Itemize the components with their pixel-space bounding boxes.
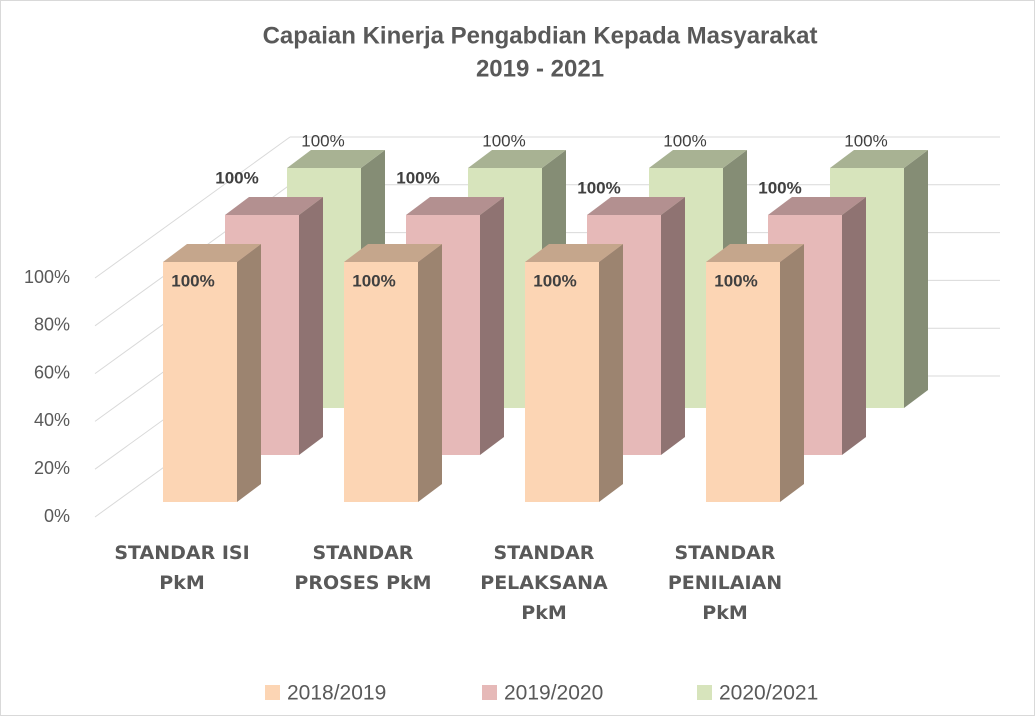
- bar: [344, 262, 418, 502]
- bar-side: [842, 197, 866, 455]
- bar-side: [780, 244, 804, 502]
- data-label: 100%: [482, 131, 525, 150]
- bar-side: [237, 244, 261, 502]
- bar-top: [287, 150, 385, 168]
- data-label: 100%: [758, 178, 801, 197]
- data-label: 100%: [396, 168, 439, 187]
- bar-side: [661, 197, 685, 455]
- legend-label: 2018/2019: [287, 682, 386, 705]
- x-tick-label: STANDAR ISI PkM: [114, 542, 250, 594]
- data-label: 100%: [171, 271, 214, 290]
- bar-top: [706, 244, 804, 262]
- chart-subtitle: 2019 - 2021: [476, 55, 604, 82]
- y-tick-label: 60%: [34, 362, 70, 382]
- bar-side: [299, 197, 323, 455]
- bar-side: [904, 150, 928, 408]
- bar-side: [418, 244, 442, 502]
- grid-line: [94, 136, 291, 279]
- bar-top: [768, 197, 866, 215]
- bar-top: [587, 197, 685, 215]
- legend-swatch: [482, 685, 497, 700]
- data-label: 100%: [663, 131, 706, 150]
- bar: [706, 262, 780, 502]
- legend-label: 2019/2020: [504, 682, 603, 705]
- y-tick-label: 80%: [34, 315, 70, 335]
- bar-top: [649, 150, 747, 168]
- data-label: 100%: [301, 131, 344, 150]
- bar-top: [525, 244, 623, 262]
- data-label: 100%: [577, 178, 620, 197]
- x-tick-label: STANDAR PENILAIAN PkM: [667, 542, 783, 624]
- data-label: 100%: [352, 271, 395, 290]
- bar-top: [468, 150, 566, 168]
- legend-swatch: [265, 685, 280, 700]
- data-label: 100%: [215, 168, 258, 187]
- bar-top: [225, 197, 323, 215]
- y-tick-label: 100%: [24, 267, 70, 287]
- data-label: 100%: [844, 131, 887, 150]
- bar-top: [830, 150, 928, 168]
- data-label: 100%: [533, 271, 576, 290]
- y-tick-label: 0%: [44, 506, 70, 526]
- x-tick-label: STANDAR PELAKSANA PkM: [480, 542, 608, 624]
- x-tick-label: STANDAR PROSES PkM: [294, 542, 432, 594]
- y-tick-label: 40%: [34, 410, 70, 430]
- bar-top: [163, 244, 261, 262]
- legend-swatch: [697, 685, 712, 700]
- chart-title: Capaian Kinerja Pengabdian Kepada Masyar…: [263, 22, 818, 49]
- bar-side: [480, 197, 504, 455]
- bar-side: [599, 244, 623, 502]
- legend-label: 2020/2021: [719, 682, 818, 705]
- y-tick-label: 20%: [34, 458, 70, 478]
- bar-top: [406, 197, 504, 215]
- bar: [163, 262, 237, 502]
- data-label: 100%: [714, 271, 757, 290]
- bar: [525, 262, 599, 502]
- bar-top: [344, 244, 442, 262]
